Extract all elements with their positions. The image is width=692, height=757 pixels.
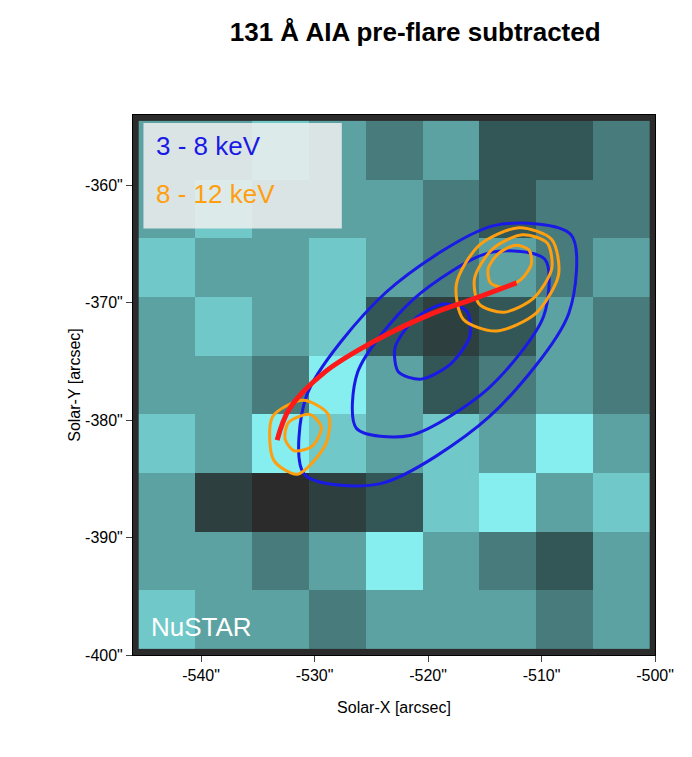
svg-text:NuSTAR: NuSTAR: [151, 612, 252, 642]
svg-text:-520": -520": [409, 667, 447, 684]
svg-text:-360": -360": [85, 177, 123, 194]
svg-text:-500": -500": [636, 667, 674, 684]
svg-text:-510": -510": [523, 667, 561, 684]
svg-text:131 Å AIA pre-flare subtracted: 131 Å AIA pre-flare subtracted: [230, 17, 601, 47]
svg-text:-400": -400": [85, 647, 123, 664]
svg-text:3 - 8 keV: 3 - 8 keV: [156, 131, 261, 161]
svg-text:8 - 12 keV: 8 - 12 keV: [156, 179, 275, 209]
svg-text:-390": -390": [85, 529, 123, 546]
svg-text:Solar-X [arcsec]: Solar-X [arcsec]: [337, 699, 451, 716]
svg-text:-530": -530": [296, 667, 334, 684]
svg-text:-370": -370": [85, 294, 123, 311]
svg-text:-380": -380": [85, 412, 123, 429]
svg-text:-540": -540": [182, 667, 220, 684]
svg-text:Solar-Y [arcsec]: Solar-Y [arcsec]: [66, 328, 83, 442]
